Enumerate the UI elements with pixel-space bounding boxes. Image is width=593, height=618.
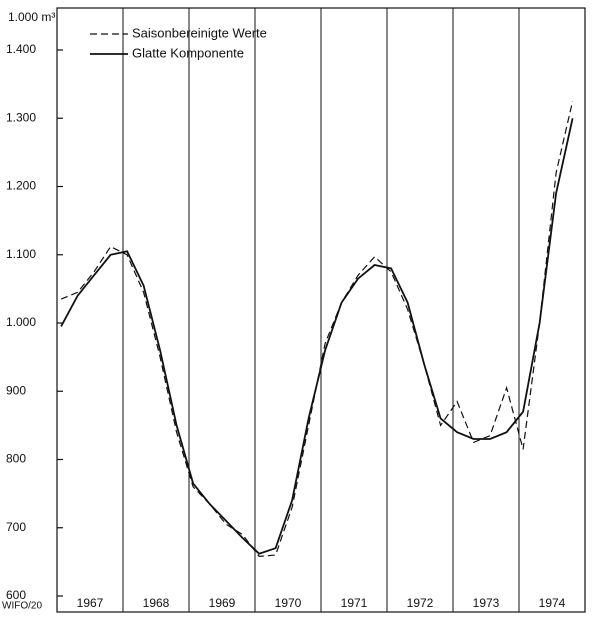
x-tick-label: 1970 — [275, 596, 302, 610]
legend-label: Glatte Komponente — [132, 45, 244, 60]
footnote: WIFO/20 — [2, 601, 42, 612]
x-tick-label: 1969 — [209, 596, 236, 610]
y-tick-label: 1.200 — [6, 179, 36, 193]
x-tick-label: 1968 — [143, 596, 170, 610]
x-tick-label: 1974 — [539, 596, 566, 610]
y-tick-label: 800 — [6, 452, 26, 466]
y-tick-label: 1.000 — [6, 315, 36, 329]
y-tick-label: 1.300 — [6, 110, 36, 124]
series-line — [60, 118, 574, 555]
y-axis-label: 1.000 m³ — [8, 10, 55, 24]
y-tick-label: 600 — [6, 588, 26, 602]
y-tick-label: 700 — [6, 520, 26, 534]
x-tick-label: 1973 — [473, 596, 500, 610]
y-tick-label: 1.100 — [6, 247, 36, 261]
x-tick-label: 1967 — [77, 596, 104, 610]
legend-label: Saisonbereinigte Werte — [132, 25, 267, 40]
legend: Saisonbereinigte Werte Glatte Komponente — [90, 25, 267, 60]
x-tick-label: 1972 — [407, 596, 434, 610]
y-tick-label: 900 — [6, 383, 26, 397]
x-tick-label: 1971 — [341, 596, 368, 610]
series-line — [60, 101, 574, 558]
y-tick-label: 1.400 — [6, 42, 36, 56]
